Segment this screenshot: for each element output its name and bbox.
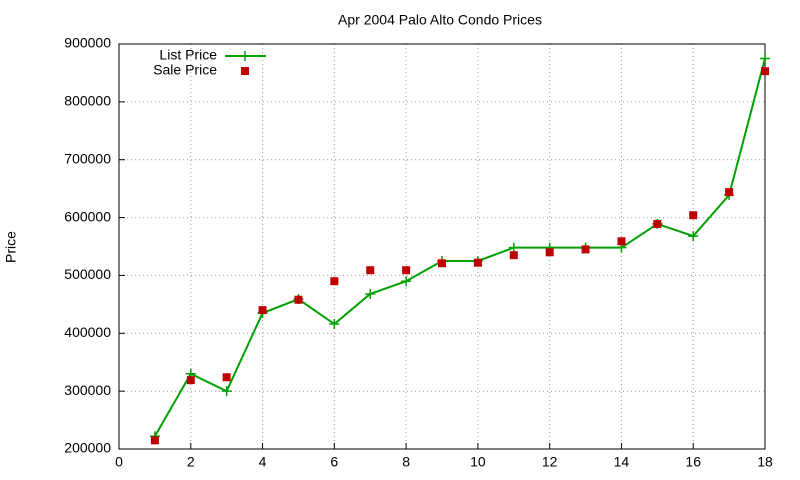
point-marker (761, 67, 769, 76)
y-tick-label: 600000 (64, 208, 111, 224)
y-axis-label: Price (3, 231, 19, 263)
legend-marker (241, 67, 249, 75)
legend-marker (240, 51, 250, 61)
point-marker (221, 386, 232, 397)
y-tick-label: 200000 (64, 440, 111, 456)
x-tick-label: 8 (402, 454, 410, 470)
series-line (154, 58, 766, 437)
x-tick-label: 4 (259, 454, 267, 470)
x-tick-label: 2 (187, 454, 195, 470)
point-marker (688, 231, 699, 242)
point-marker (760, 53, 770, 64)
x-tick-label: 6 (330, 454, 338, 470)
x-tick-label: 12 (542, 454, 558, 470)
point-marker (509, 251, 518, 260)
legend-label: Sale Price (153, 62, 217, 78)
point-marker (222, 373, 231, 382)
point-marker (653, 219, 662, 228)
point-marker (150, 436, 159, 445)
y-tick-label: 900000 (64, 35, 111, 51)
y-tick-label: 500000 (64, 266, 111, 282)
point-marker (617, 237, 626, 246)
plot-frame (118, 43, 766, 450)
point-marker (508, 242, 519, 253)
y-tick-label: 700000 (64, 150, 111, 166)
x-tick-label: 0 (115, 454, 123, 470)
point-marker (329, 319, 340, 330)
y-tick-label: 300000 (64, 382, 111, 398)
point-marker (365, 288, 376, 299)
point-marker (401, 276, 412, 287)
point-marker (330, 277, 339, 286)
point-marker (258, 306, 267, 315)
x-tick-label: 10 (470, 454, 486, 470)
x-tick-label: 18 (757, 454, 773, 470)
point-marker (294, 295, 303, 304)
point-marker (473, 258, 482, 267)
point-marker (186, 376, 195, 385)
point-marker (581, 245, 590, 254)
chart-title: Apr 2004 Palo Alto Condo Prices (338, 12, 542, 28)
y-tick-label: 800000 (64, 93, 111, 109)
point-marker (438, 259, 446, 268)
point-marker (402, 266, 411, 275)
x-tick-label: 14 (614, 454, 630, 470)
point-marker (366, 266, 375, 275)
point-marker (545, 248, 554, 257)
point-marker (725, 188, 734, 197)
y-tick-label: 400000 (64, 324, 111, 340)
legend-label: List Price (159, 47, 217, 63)
point-marker (689, 211, 698, 220)
x-tick-label: 16 (685, 454, 701, 470)
